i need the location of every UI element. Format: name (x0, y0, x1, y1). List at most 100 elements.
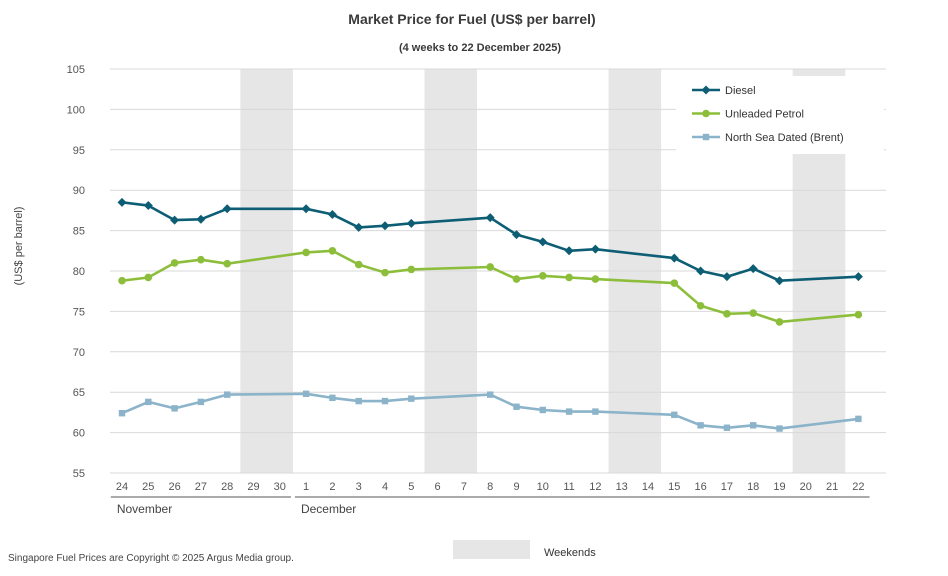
series-unleaded-petrol (118, 247, 863, 326)
data-point-north-sea-dated-brent (118, 410, 126, 417)
x-tick-label: 29 (247, 481, 259, 493)
data-point-north-sea-dated-brent (539, 406, 546, 414)
data-point-north-sea-dated-brent (171, 405, 178, 412)
y-tick-label: 95 (73, 145, 85, 157)
x-tick-label: 3 (356, 481, 362, 493)
x-tick-label: 5 (408, 481, 414, 493)
x-axis: 24 25 26 27 28 29 30 1 2 3 4 5 6 7 8 9 10 11 12 13 14 15 16 17 1… (110, 481, 870, 516)
data-point-north-sea-dated-brent (513, 403, 520, 410)
data-point-north-sea-dated-brent (565, 408, 573, 415)
x-tick-label: 14 (642, 481, 654, 493)
x-tick-label: 7 (461, 481, 467, 493)
data-point-north-sea-dated-brent (329, 394, 336, 402)
data-point-diesel (327, 209, 337, 219)
legend-marker-diesel (701, 85, 711, 95)
data-point-unleaded-petrol (775, 318, 784, 326)
data-point-diesel (354, 222, 364, 232)
copyright-footer: Singapore Fuel Prices are Copyright © 20… (8, 553, 294, 564)
data-point-diesel (775, 276, 784, 286)
data-point-diesel (512, 230, 521, 240)
x-tick-label: 25 (142, 481, 154, 493)
data-point-unleaded-petrol (539, 272, 547, 280)
chart-title: Market Price for Fuel (US$ per barrel) (348, 11, 595, 27)
legend-label-diesel: Diesel (725, 85, 756, 97)
x-tick-label: 27 (195, 481, 207, 493)
data-point-north-sea-dated-brent (855, 415, 862, 423)
y-tick-label: 80 (73, 266, 85, 278)
data-point-diesel (143, 201, 153, 211)
data-point-north-sea-dated-brent (408, 395, 415, 402)
legend-label-north-sea-dated-brent: North Sea Dated (Brent) (725, 132, 844, 144)
data-point-north-sea-dated-brent (750, 422, 757, 429)
data-point-unleaded-petrol (118, 276, 126, 285)
x-tick-label: 6 (435, 481, 441, 493)
x-tick-label: 26 (168, 481, 180, 493)
data-point-diesel (170, 215, 180, 225)
x-tick-label: 22 (852, 481, 864, 493)
y-tick-label: 60 (73, 428, 85, 440)
data-point-north-sea-dated-brent (381, 397, 389, 405)
month-label-november: November (117, 502, 172, 516)
data-point-north-sea-dated-brent (671, 411, 678, 419)
x-tick-label: 17 (721, 481, 733, 493)
series-lines (117, 197, 863, 432)
data-point-north-sea-dated-brent (776, 425, 783, 432)
data-point-unleaded-petrol (407, 265, 416, 274)
data-point-north-sea-dated-brent (302, 390, 310, 398)
chart-subtitle: (4 weeks to 22 December 2025) (399, 42, 561, 54)
data-point-north-sea-dated-brent (197, 398, 205, 406)
data-point-unleaded-petrol (170, 259, 179, 267)
data-point-unleaded-petrol (854, 310, 863, 319)
data-point-unleaded-petrol (591, 275, 600, 283)
series-north-sea-dated-brent (118, 390, 862, 432)
series-diesel (117, 197, 863, 286)
data-point-unleaded-petrol (223, 259, 231, 268)
data-point-unleaded-petrol (512, 275, 521, 283)
x-tick-label: 28 (221, 481, 233, 493)
series-line-north-sea-dated-brent (121, 392, 859, 430)
legend: Diesel Unleaded Petrol North Sea Dated (Br… (676, 76, 884, 154)
data-point-diesel (117, 197, 127, 207)
data-point-unleaded-petrol (565, 273, 573, 282)
data-point-diesel (538, 237, 548, 247)
y-tick-label: 65 (73, 387, 85, 399)
y-axis-label: (US$ per barrel) (13, 207, 25, 286)
y-tick-label: 105 (67, 64, 85, 76)
y-tick-label: 75 (73, 306, 85, 318)
y-tick-label: 70 (73, 347, 85, 359)
data-point-diesel (853, 272, 863, 282)
x-tick-label: 2 (329, 481, 335, 493)
x-tick-label: 21 (826, 481, 838, 493)
x-tick-label: 16 (694, 481, 706, 493)
weekend-legend-label: Weekends (544, 547, 596, 559)
weekend-legend-swatch (453, 540, 530, 559)
month-label-december: December (301, 502, 356, 516)
data-point-north-sea-dated-brent (592, 408, 599, 415)
y-tick-label: 100 (67, 104, 85, 116)
x-tick-label: 30 (274, 481, 286, 493)
x-tick-label: 9 (513, 481, 519, 493)
data-point-north-sea-dated-brent (697, 422, 704, 429)
data-point-diesel (301, 204, 311, 214)
x-tick-label: 10 (537, 481, 549, 493)
x-tick-label: 12 (589, 481, 601, 493)
x-tick-label: 18 (747, 481, 759, 493)
x-tick-label: 1 (303, 481, 309, 493)
x-tick-label: 11 (563, 481, 574, 493)
data-point-unleaded-petrol (696, 301, 705, 310)
data-point-diesel (406, 218, 416, 228)
x-tick-label: 13 (616, 481, 628, 493)
data-point-diesel (222, 204, 232, 214)
data-point-diesel (696, 266, 706, 276)
data-point-unleaded-petrol (144, 273, 153, 282)
x-tick-label: 24 (116, 481, 128, 493)
legend-marker-north-sea-dated-brent (702, 133, 710, 141)
x-tick-label: 19 (773, 481, 785, 493)
legend-label-unleaded-petrol: Unleaded Petrol (725, 109, 804, 121)
x-tick-label: 15 (668, 481, 680, 493)
data-point-diesel (564, 246, 574, 256)
y-tick-label: 90 (73, 185, 85, 197)
data-point-unleaded-petrol (381, 268, 389, 277)
data-point-unleaded-petrol (302, 248, 310, 257)
